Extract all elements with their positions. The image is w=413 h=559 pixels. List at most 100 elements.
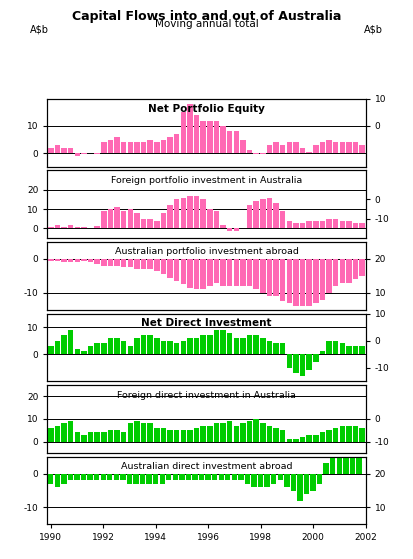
Bar (254, 259, 259, 290)
Bar (205, 473, 211, 480)
Bar (161, 213, 166, 229)
Bar (306, 354, 312, 371)
Bar (267, 197, 272, 229)
Bar (161, 428, 166, 442)
Bar (343, 433, 349, 473)
Bar (173, 473, 178, 480)
Bar (320, 433, 325, 442)
Bar (48, 259, 54, 260)
Bar (81, 435, 87, 442)
Bar (293, 222, 299, 229)
Bar (353, 259, 358, 280)
Bar (227, 259, 233, 286)
Bar (273, 259, 279, 296)
Bar (333, 428, 338, 442)
Bar (55, 145, 60, 153)
Bar (271, 473, 276, 484)
Bar (153, 473, 158, 484)
Bar (108, 338, 113, 354)
Bar (199, 473, 204, 480)
Bar (101, 211, 107, 229)
Bar (107, 473, 112, 480)
Bar (225, 473, 230, 480)
Bar (346, 221, 351, 229)
Bar (200, 121, 206, 153)
Bar (167, 259, 173, 278)
Bar (121, 433, 126, 442)
Bar (254, 335, 259, 354)
Text: Foreign direct investment in Australia: Foreign direct investment in Australia (117, 391, 296, 400)
Bar (333, 142, 338, 153)
Bar (207, 426, 213, 442)
Bar (260, 153, 266, 154)
Bar (166, 473, 171, 480)
Bar (300, 437, 305, 442)
Bar (88, 228, 93, 229)
Bar (55, 259, 60, 260)
Bar (320, 259, 325, 300)
Bar (108, 259, 113, 266)
Bar (313, 354, 318, 362)
Bar (234, 426, 239, 442)
Bar (154, 142, 159, 153)
Bar (313, 221, 318, 229)
Bar (264, 473, 270, 487)
Bar (214, 424, 219, 442)
Bar (247, 150, 252, 153)
Bar (161, 259, 166, 274)
Bar (134, 259, 140, 269)
Bar (207, 335, 213, 354)
Bar (114, 430, 120, 442)
Bar (167, 205, 173, 229)
Bar (287, 259, 292, 303)
Bar (240, 338, 246, 354)
Bar (214, 330, 219, 354)
Bar (128, 346, 133, 354)
Bar (141, 142, 146, 153)
Bar (330, 443, 335, 473)
Bar (278, 473, 283, 480)
Bar (339, 259, 345, 283)
Text: Net Direct Investment: Net Direct Investment (141, 318, 272, 328)
Bar (55, 473, 60, 487)
Bar (346, 426, 351, 442)
Bar (114, 338, 120, 354)
Bar (48, 473, 53, 484)
Text: A$b: A$b (30, 24, 49, 34)
Bar (287, 142, 292, 153)
Bar (114, 207, 120, 229)
Bar (127, 473, 132, 484)
Bar (180, 112, 186, 153)
Bar (320, 352, 325, 354)
Bar (187, 105, 192, 153)
Bar (194, 428, 199, 442)
Bar (284, 473, 290, 487)
Bar (323, 463, 329, 473)
Bar (234, 131, 239, 153)
Text: Moving annual total: Moving annual total (154, 19, 259, 29)
Bar (174, 430, 179, 442)
Bar (108, 140, 113, 153)
Bar (134, 213, 140, 229)
Bar (214, 121, 219, 153)
Bar (313, 145, 318, 153)
Bar (280, 211, 285, 229)
Text: Net Portfolio Equity: Net Portfolio Equity (148, 103, 265, 113)
Bar (161, 340, 166, 354)
Bar (287, 221, 292, 229)
Bar (174, 343, 179, 354)
Bar (48, 428, 54, 442)
Bar (154, 259, 159, 271)
Bar (194, 196, 199, 229)
Bar (359, 346, 365, 354)
Bar (68, 259, 74, 262)
Bar (260, 424, 266, 442)
Bar (68, 330, 74, 354)
Bar (154, 338, 159, 354)
Bar (128, 424, 133, 442)
Bar (247, 259, 252, 286)
Bar (48, 148, 54, 153)
Bar (81, 473, 86, 480)
Bar (55, 426, 60, 442)
Bar (174, 259, 179, 281)
